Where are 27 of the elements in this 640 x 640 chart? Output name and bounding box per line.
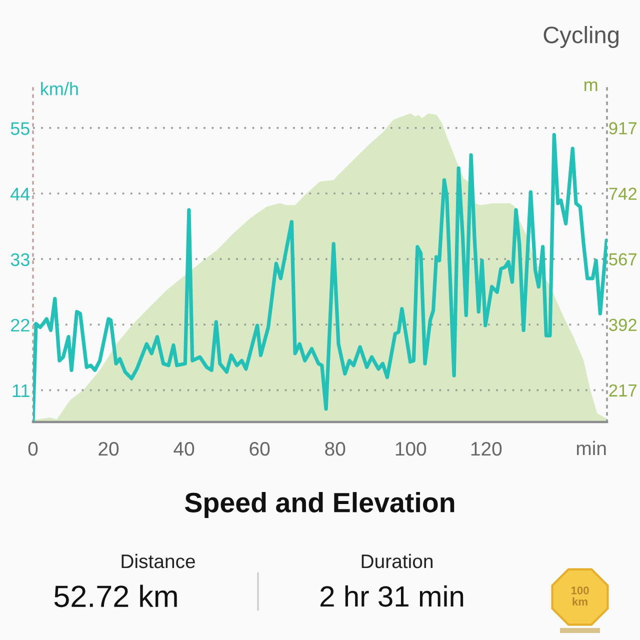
y-tick-label: 33: [10, 253, 30, 266]
y-tick-label: 55: [10, 122, 30, 135]
y-axis-title: km/h: [41, 82, 78, 96]
x-tick-label: 100: [396, 442, 426, 456]
x-tick-label: 0: [28, 442, 38, 456]
text: 100 km: [571, 586, 589, 606]
y-tick-label: 44: [10, 188, 30, 200]
x-tick-label: 60: [250, 442, 270, 456]
y-tick-label: 11: [12, 384, 30, 397]
y2-tick-label: 917: [609, 122, 636, 134]
x-tick-label: 120: [471, 442, 502, 456]
y2-tick-label: 742: [609, 188, 636, 200]
chart-subtitle: Cycling: [544, 26, 618, 48]
y2-tick-label: 217: [609, 384, 636, 396]
y2-tick-label: 567: [609, 253, 636, 266]
y2-tick-label: 392: [609, 318, 636, 332]
x-tick-label: 80: [325, 442, 346, 456]
y-tick-label: 22: [11, 318, 30, 332]
text: Speed and Elevation: [184, 492, 454, 518]
x-tick-label: 40: [174, 442, 194, 456]
x-tick-label: 20: [98, 442, 119, 456]
text: Duration: [362, 554, 432, 568]
x-axis-title: min: [576, 440, 606, 456]
text: 2 hr 31 min: [320, 585, 464, 607]
text: Distance: [122, 554, 195, 568]
y2-axis-title: m: [584, 81, 598, 92]
text: 52.72 km: [54, 584, 177, 608]
